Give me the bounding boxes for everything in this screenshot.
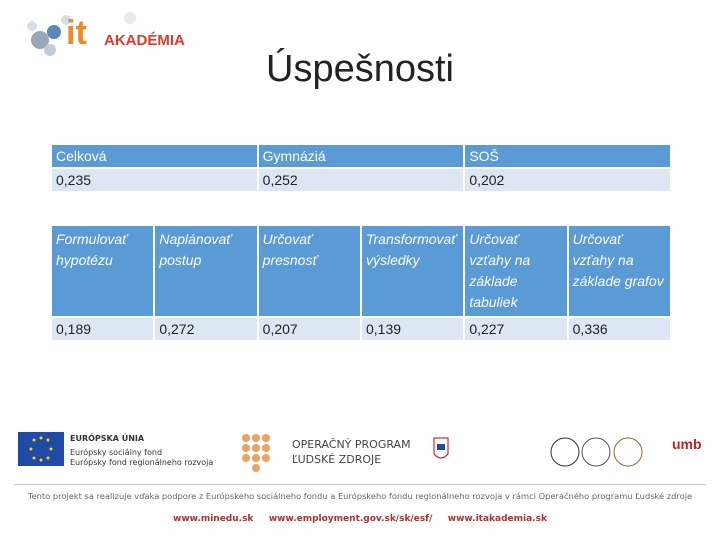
- eu-fund: Európsky sociálny fond: [70, 448, 163, 457]
- header-cell: Transformovať výsledky: [361, 226, 464, 316]
- slide-title: Úspešnosti: [266, 48, 454, 90]
- program-logo: [242, 434, 270, 472]
- data-cell: 0,207: [258, 318, 360, 340]
- link[interactable]: www.employment.gov.sk/sk/esf/: [268, 514, 433, 524]
- header-cell: Určovať vzťahy na základe tabuliek: [465, 226, 567, 316]
- eu-fund: Európsky fond regionálneho rozvoja: [70, 458, 214, 467]
- program-label: ĽUDSKÉ ZDROJE: [292, 453, 382, 466]
- eu-flag: [18, 432, 64, 466]
- data-cell: 0,202: [465, 169, 670, 191]
- summary-table: Celková Gymnáziá SOŠ 0,235 0,252 0,202: [50, 143, 672, 193]
- footer-links: www.minedu.sk www.employment.gov.sk/sk/e…: [0, 514, 720, 524]
- umb-logo: umb: [672, 436, 702, 452]
- header-cell: SOŠ: [465, 145, 670, 167]
- skills-table: Formulovať hypotézu Naplánovať postup Určo…: [50, 224, 672, 342]
- data-cell: 0,189: [52, 318, 154, 340]
- logo-name: AKADÉMIA: [104, 32, 185, 49]
- header-cell: Gymnáziá: [258, 145, 464, 167]
- link[interactable]: www.minedu.sk: [173, 514, 254, 524]
- header-cell: Určovať vzťahy na základe grafov: [568, 226, 670, 316]
- eu-label: EURÓPSKA ÚNIA: [70, 434, 145, 443]
- header-cell: Naplánovať postup: [155, 226, 257, 316]
- header-cell: Celková: [52, 145, 257, 167]
- data-cell: 0,139: [361, 318, 464, 340]
- divider: [14, 484, 706, 485]
- header-cell: Určovať presnosť: [258, 226, 360, 316]
- data-cell: 0,252: [258, 169, 464, 191]
- header-row: Formulovať hypotézu Naplánovať postup Určo…: [52, 226, 670, 316]
- header-row: Celková Gymnáziá SOŠ: [52, 145, 670, 167]
- data-cell: 0,336: [568, 318, 670, 340]
- footer-note: Tento projekt sa realizuje vďaka podpore…: [27, 491, 693, 501]
- data-cell: 0,272: [155, 318, 257, 340]
- partner-logos: [433, 437, 643, 467]
- data-row: 0,235 0,252 0,202: [52, 169, 670, 191]
- data-cell: 0,235: [52, 169, 257, 191]
- program-label: OPERAČNÝ PROGRAM: [292, 438, 411, 451]
- logo-graphic: [27, 12, 136, 56]
- header-cell: Formulovať hypotézu: [52, 226, 154, 316]
- data-cell: 0,227: [465, 318, 567, 340]
- logo-it: it: [66, 14, 87, 52]
- link[interactable]: www.itakademia.sk: [447, 514, 547, 524]
- data-row: 0,189 0,272 0,207 0,139 0,227 0,336: [52, 318, 670, 340]
